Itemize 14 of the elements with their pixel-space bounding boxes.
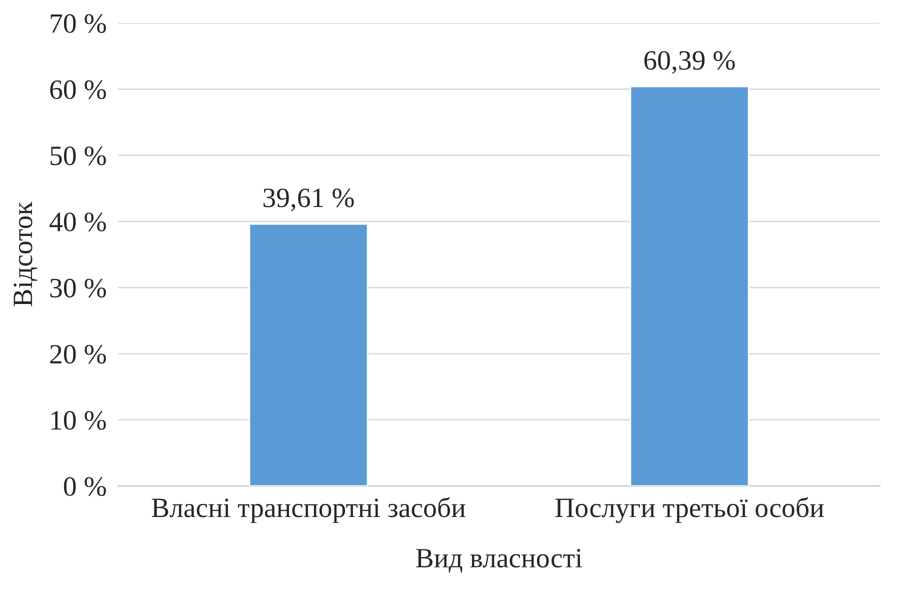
y-tick-label: 10 % (51, 411, 106, 430)
y-tick-label: 70 % (50, 14, 106, 33)
y-tick-label: 50 % (50, 146, 106, 166)
x-axis-title: Вид власності (416, 548, 582, 573)
y-tick-label: 60 % (50, 80, 106, 100)
x-tick-label: Власні транспортні засоби (152, 497, 466, 523)
y-axis-title: Відсоток (14, 202, 38, 306)
data-label: 60,39 % (644, 51, 735, 74)
y-tick-label: 40 % (50, 212, 106, 232)
y-tick-label: 0 % (64, 477, 106, 496)
y-tick-label: 30 % (50, 278, 106, 298)
data-label: 39,61 % (264, 188, 354, 212)
y-tick-label: 20 % (50, 344, 106, 364)
x-tick-label: Послуги третьої особи (555, 497, 824, 523)
